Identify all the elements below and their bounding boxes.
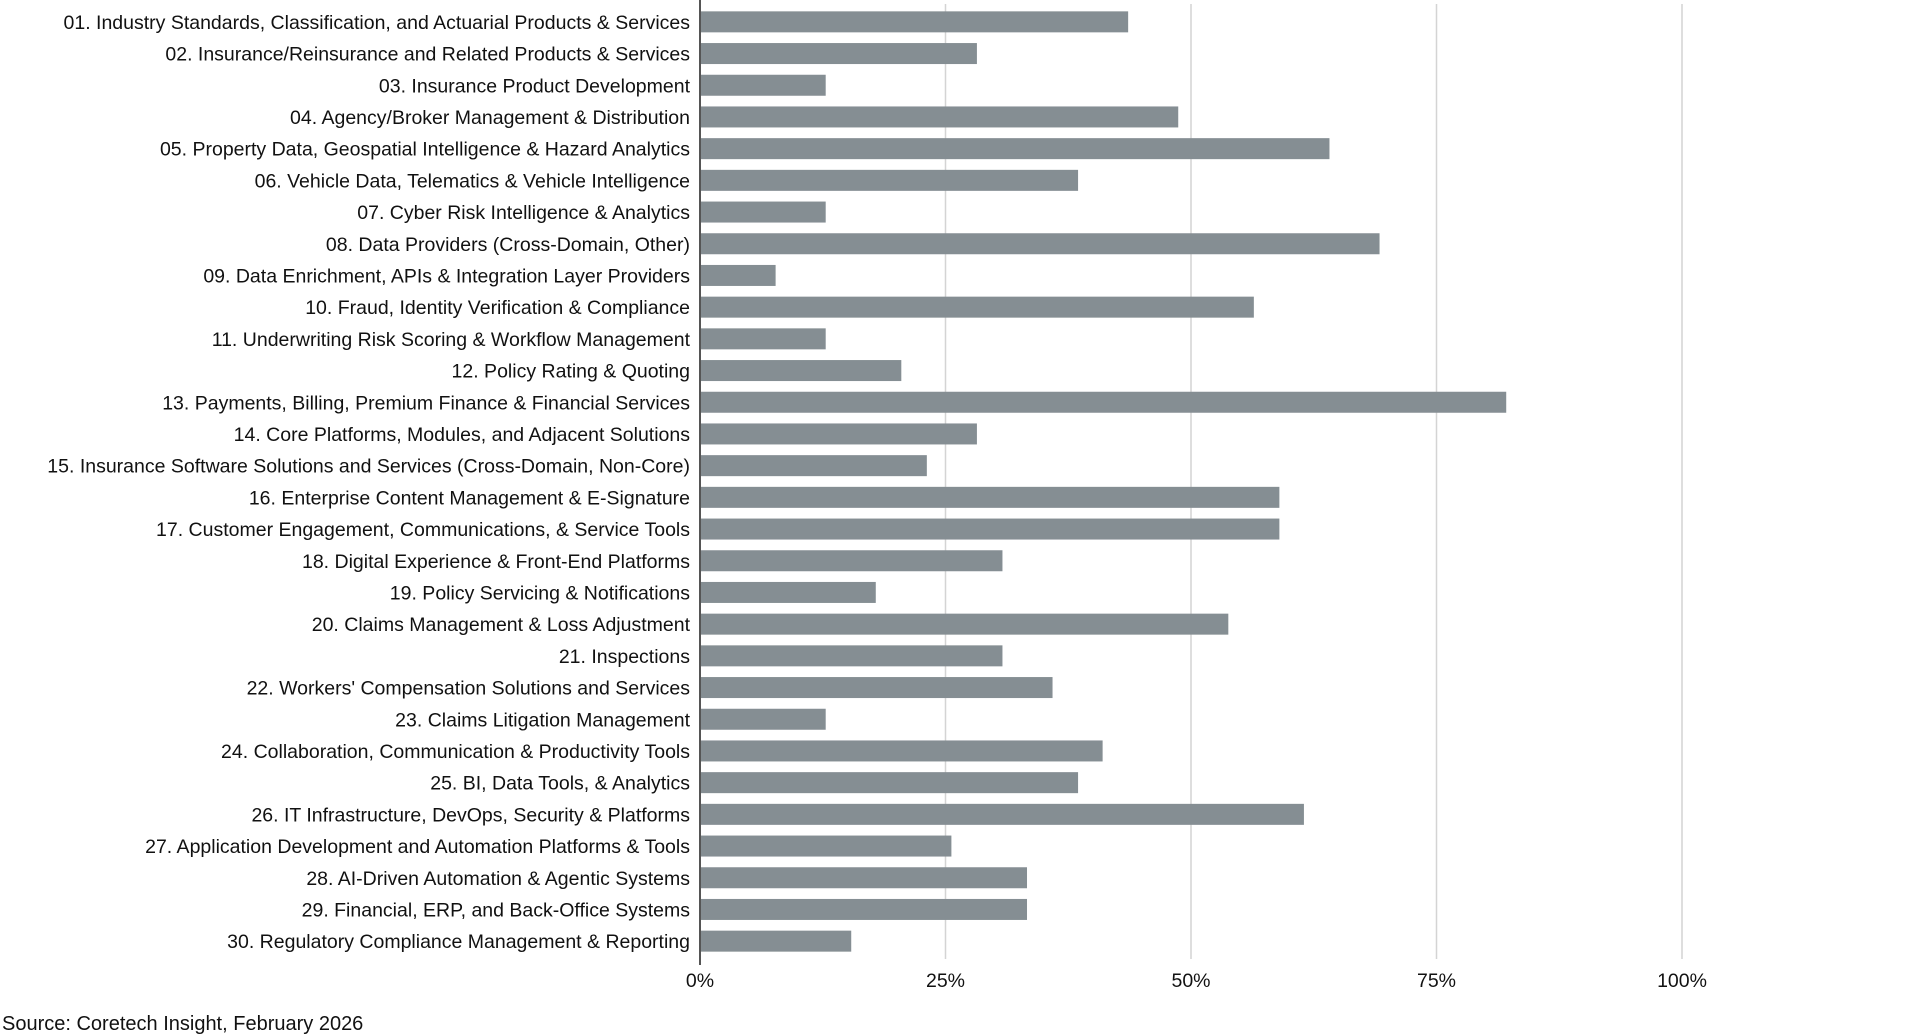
bar xyxy=(700,898,1028,920)
bar xyxy=(700,455,927,477)
category-label: 15. Insurance Software Solutions and Ser… xyxy=(47,456,690,478)
bar xyxy=(700,708,826,730)
bar xyxy=(700,296,1254,318)
bars xyxy=(700,11,1507,952)
bar xyxy=(700,867,1028,889)
bar xyxy=(700,328,826,350)
category-label: 19. Policy Servicing & Notifications xyxy=(390,582,690,604)
category-label: 18. Digital Experience & Front-End Platf… xyxy=(302,551,690,573)
category-label: 06. Vehicle Data, Telematics & Vehicle I… xyxy=(255,170,690,192)
category-label: 20. Claims Management & Loss Adjustment xyxy=(312,614,691,636)
category-label: 26. IT Infrastructure, DevOps, Security … xyxy=(251,804,690,826)
bar xyxy=(700,645,1003,667)
bar xyxy=(700,518,1280,540)
category-label: 10. Fraud, Identity Verification & Compl… xyxy=(305,297,690,319)
gridlines xyxy=(944,4,1683,959)
bar xyxy=(700,423,977,445)
category-label: 11. Underwriting Risk Scoring & Workflow… xyxy=(212,329,691,351)
bar xyxy=(700,106,1179,128)
category-label: 05. Property Data, Geospatial Intelligen… xyxy=(160,139,690,161)
x-axis-ticks: 0% 25% 50% 75% 100% xyxy=(686,970,1707,992)
source-note: Source: Coretech Insight, February 2026 xyxy=(2,1013,364,1035)
category-label: 12. Policy Rating & Quoting xyxy=(452,361,690,383)
bar xyxy=(700,677,1053,699)
bar xyxy=(700,772,1079,794)
bar xyxy=(700,835,952,857)
bar xyxy=(700,391,1507,413)
category-labels: 01. Industry Standards, Classification, … xyxy=(47,12,690,953)
bar xyxy=(700,581,876,603)
bar xyxy=(700,201,826,223)
category-label: 03. Insurance Product Development xyxy=(379,75,691,97)
bar xyxy=(700,550,1003,572)
bar xyxy=(700,138,1330,160)
category-label: 14. Core Platforms, Modules, and Adjacen… xyxy=(234,424,691,446)
x-tick-label: 100% xyxy=(1657,970,1707,992)
x-tick-label: 50% xyxy=(1171,970,1210,992)
category-label: 29. Financial, ERP, and Back-Office Syst… xyxy=(302,899,691,921)
bar xyxy=(700,740,1103,762)
bar xyxy=(700,233,1380,255)
category-label: 24. Collaboration, Communication & Produ… xyxy=(221,741,690,763)
bar xyxy=(700,486,1280,508)
category-label: 04. Agency/Broker Management & Distribut… xyxy=(290,107,690,129)
category-label: 09. Data Enrichment, APIs & Integration … xyxy=(203,265,690,287)
category-label: 02. Insurance/Reinsurance and Related Pr… xyxy=(165,44,690,66)
category-label: 07. Cyber Risk Intelligence & Analytics xyxy=(357,202,690,224)
bar xyxy=(700,613,1229,635)
bar xyxy=(700,169,1079,191)
category-label: 22. Workers' Compensation Solutions and … xyxy=(247,678,691,700)
x-tick-label: 75% xyxy=(1417,970,1456,992)
bar xyxy=(700,360,902,382)
category-label: 13. Payments, Billing, Premium Finance &… xyxy=(162,392,690,414)
x-tick-label: 0% xyxy=(686,970,714,992)
category-label: 30. Regulatory Compliance Management & R… xyxy=(227,931,690,953)
category-label: 08. Data Providers (Cross-Domain, Other) xyxy=(326,234,690,256)
bar xyxy=(700,11,1129,33)
category-label: 01. Industry Standards, Classification, … xyxy=(64,12,691,34)
category-label: 27. Application Development and Automati… xyxy=(145,836,690,858)
category-label: 23. Claims Litigation Management xyxy=(395,709,690,731)
category-label: 17. Customer Engagement, Communications,… xyxy=(156,519,690,541)
bar xyxy=(700,43,977,65)
category-label: 16. Enterprise Content Management & E-Si… xyxy=(249,487,690,509)
x-tick-label: 25% xyxy=(926,970,965,992)
category-label: 21. Inspections xyxy=(559,646,690,668)
bar xyxy=(700,264,776,286)
bar xyxy=(700,803,1304,825)
category-label: 25. BI, Data Tools, & Analytics xyxy=(430,773,690,795)
bar xyxy=(700,930,852,952)
bar xyxy=(700,74,826,96)
category-label: 28. AI-Driven Automation & Agentic Syste… xyxy=(306,868,690,890)
